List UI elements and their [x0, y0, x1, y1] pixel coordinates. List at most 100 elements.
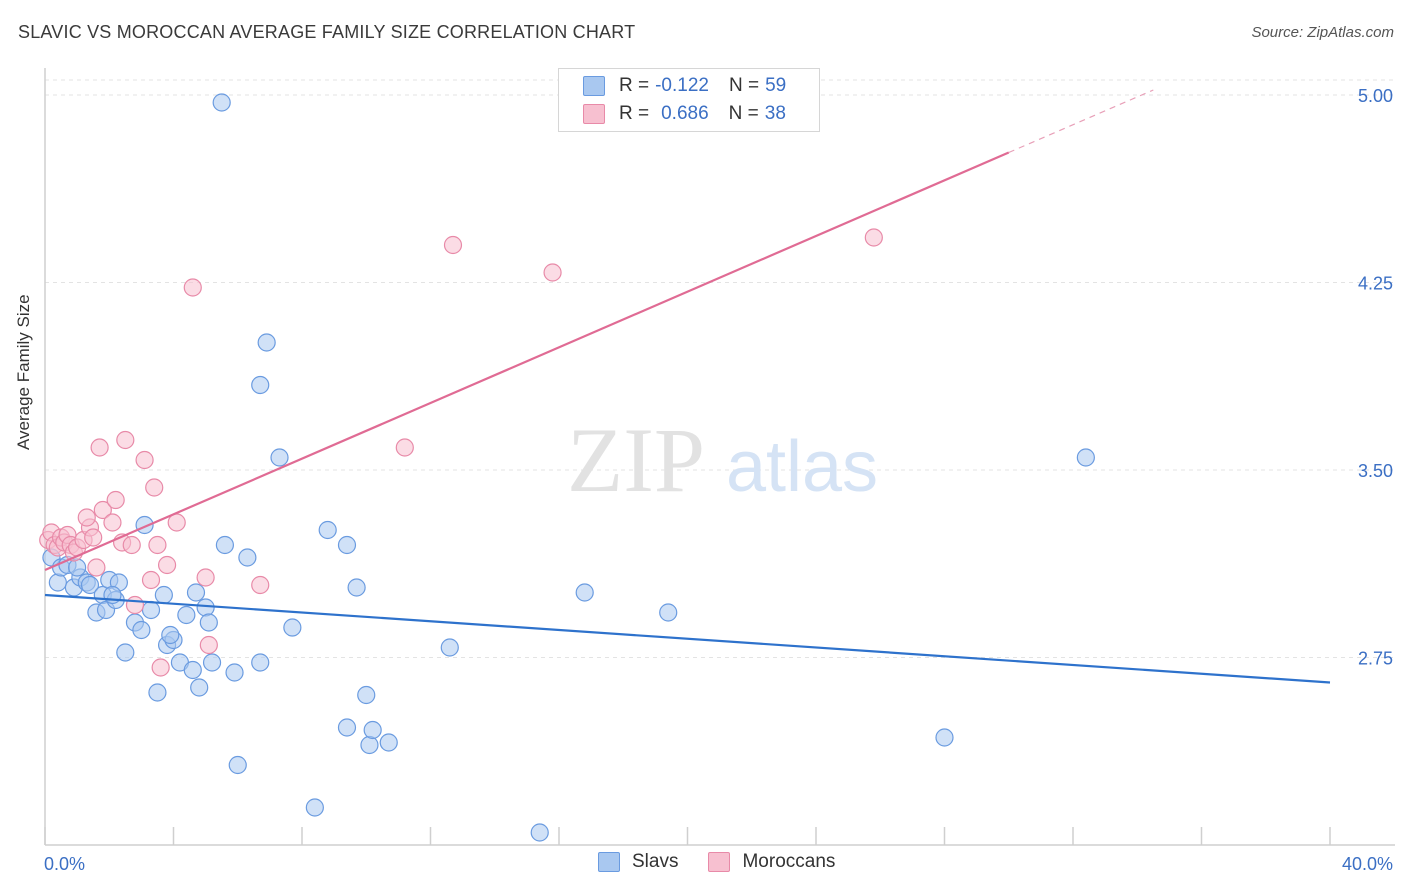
- point-moroccans: [84, 528, 103, 547]
- point-slavs: [347, 578, 366, 597]
- point-slavs: [161, 625, 180, 645]
- series-legend: Slavs Moroccans: [598, 851, 865, 873]
- point-moroccans: [251, 575, 270, 595]
- point-moroccans: [199, 635, 218, 655]
- point-moroccans: [151, 658, 170, 677]
- point-slavs: [199, 613, 218, 632]
- point-slavs: [183, 660, 202, 680]
- point-slavs: [141, 600, 161, 620]
- legend-swatch-moroccans: [583, 104, 605, 124]
- point-slavs: [212, 93, 231, 112]
- watermark-zip: ZIP: [567, 409, 705, 511]
- series-legend-moroccans[interactable]: Moroccans: [708, 851, 835, 873]
- x-tick-label-max: 40.0%: [1342, 854, 1393, 874]
- trend-line-moroccans: [44, 151, 1010, 572]
- point-slavs: [238, 548, 257, 567]
- tick-labels: 2.75 3.50 4.25 5.00 0.0% 40.0%: [44, 86, 1393, 874]
- point-slavs: [196, 598, 215, 617]
- point-slavs: [132, 620, 151, 640]
- legend-r-label: R =: [619, 103, 650, 124]
- chart-title: SLAVIC VS MOROCCAN AVERAGE FAMILY SIZE C…: [18, 22, 636, 42]
- point-slavs: [530, 823, 549, 842]
- point-moroccans: [103, 513, 122, 532]
- trend-lines: [44, 89, 1331, 684]
- point-slavs: [251, 653, 270, 672]
- point-slavs: [357, 685, 376, 705]
- point-slavs: [318, 520, 337, 540]
- legend-r-value: -0.122: [655, 75, 709, 96]
- point-moroccans: [87, 558, 106, 577]
- point-slavs: [379, 733, 398, 752]
- point-slavs: [177, 605, 196, 625]
- point-moroccans: [93, 500, 112, 520]
- point-slavs: [68, 558, 87, 577]
- y-tick-label: 2.75: [1358, 649, 1393, 669]
- point-slavs: [337, 535, 357, 555]
- grid-lines: [45, 79, 1395, 658]
- point-moroccans: [77, 508, 96, 527]
- legend-row-moroccans: R = 0.686 N = 38: [583, 101, 786, 127]
- point-moroccans: [157, 555, 177, 575]
- point-slavs: [251, 375, 270, 395]
- point-slavs: [48, 573, 67, 592]
- trend-line-slavs: [44, 593, 1331, 684]
- point-moroccans: [395, 438, 414, 457]
- point-slavs: [283, 618, 302, 637]
- point-moroccans: [443, 235, 463, 255]
- legend-n-value: 59: [765, 75, 787, 96]
- point-moroccans: [864, 228, 883, 247]
- point-slavs: [202, 653, 222, 672]
- trend-line-dashed-moroccans: [1008, 89, 1154, 154]
- legend-n-label: N =: [728, 75, 760, 96]
- legend-r-value: 0.686: [661, 103, 709, 124]
- point-moroccans: [106, 490, 125, 510]
- point-slavs: [440, 638, 459, 657]
- point-moroccans: [116, 430, 135, 450]
- point-slavs: [363, 720, 382, 740]
- point-moroccans: [125, 595, 145, 615]
- legend-swatch-slavs: [583, 76, 605, 96]
- point-slavs: [154, 585, 173, 605]
- point-slavs: [270, 448, 289, 467]
- y-tick-label: 5.00: [1358, 86, 1393, 106]
- stats-legend: R = -0.122 N = 59 R = 0.686 N = 38: [558, 68, 820, 132]
- point-moroccans: [141, 570, 161, 590]
- legend-row-slavs: R = -0.122 N = 59: [583, 73, 786, 99]
- point-moroccans: [543, 263, 562, 282]
- point-slavs: [1076, 448, 1095, 467]
- point-slavs: [215, 535, 234, 555]
- point-slavs: [575, 583, 594, 602]
- point-slavs: [257, 333, 276, 352]
- data-points: [39, 93, 1095, 842]
- point-slavs: [80, 575, 100, 595]
- point-moroccans: [148, 535, 167, 555]
- source-label: Source: ZipAtlas.com: [1251, 24, 1394, 41]
- y-tick-label: 3.50: [1358, 461, 1393, 481]
- x-tick-label-min: 0.0%: [44, 854, 85, 874]
- point-slavs: [935, 728, 954, 747]
- point-slavs: [186, 583, 206, 602]
- point-slavs: [148, 683, 167, 702]
- legend-r-label: R =: [619, 75, 650, 96]
- legend-n-label: N =: [728, 103, 759, 124]
- point-moroccans: [183, 278, 202, 297]
- y-tick-label: 4.25: [1358, 274, 1393, 294]
- point-slavs: [659, 603, 678, 622]
- point-slavs: [228, 755, 247, 775]
- point-slavs: [190, 678, 209, 697]
- watermark-atlas: atlas: [726, 427, 878, 507]
- point-slavs: [305, 798, 324, 817]
- point-moroccans: [122, 535, 141, 555]
- legend-n-value: 38: [764, 103, 786, 124]
- series-label-moroccans: Moroccans: [742, 851, 836, 872]
- point-slavs: [337, 718, 357, 737]
- series-label-slavs: Slavs: [632, 851, 679, 872]
- series-legend-slavs[interactable]: Slavs: [598, 851, 678, 873]
- point-slavs: [116, 643, 135, 662]
- axes: [44, 68, 1395, 846]
- series-swatch-moroccans: [708, 852, 731, 872]
- point-slavs: [360, 735, 379, 755]
- point-moroccans: [135, 450, 154, 470]
- point-moroccans: [145, 478, 164, 497]
